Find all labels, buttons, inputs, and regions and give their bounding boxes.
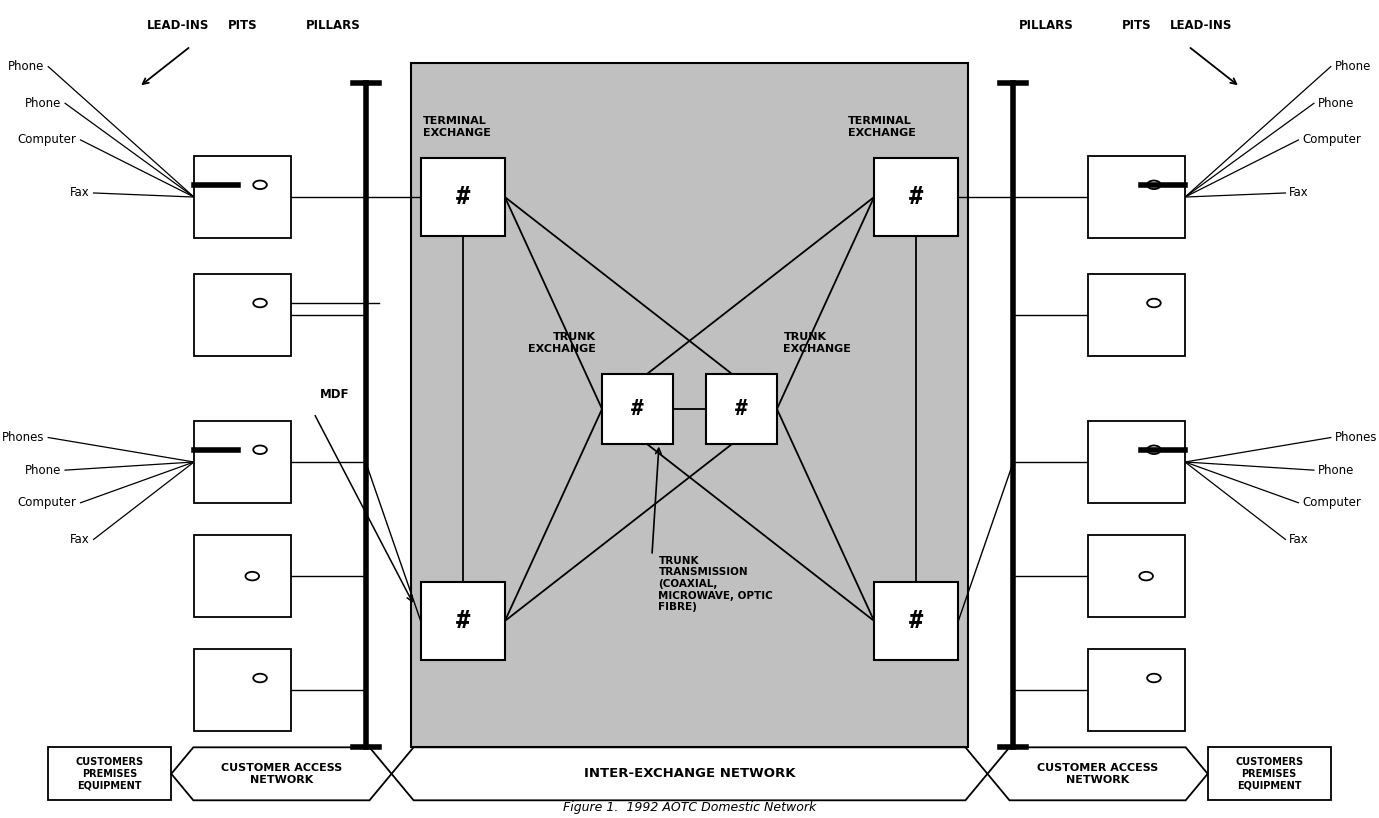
Bar bbox=[874, 159, 958, 236]
Bar bbox=[1088, 156, 1185, 238]
Text: TRUNK
EXCHANGE: TRUNK EXCHANGE bbox=[528, 332, 596, 354]
Text: LEAD-INS: LEAD-INS bbox=[1169, 19, 1233, 32]
Text: PITS: PITS bbox=[228, 19, 258, 32]
Text: Computer: Computer bbox=[18, 133, 77, 146]
Text: Fax: Fax bbox=[70, 187, 90, 200]
Polygon shape bbox=[987, 748, 1208, 800]
Bar bbox=[706, 375, 776, 443]
Text: Phone: Phone bbox=[25, 464, 61, 477]
Text: MDF: MDF bbox=[320, 388, 350, 401]
Text: Fax: Fax bbox=[1289, 187, 1309, 200]
Text: Phones: Phones bbox=[1335, 431, 1378, 444]
Text: Phone: Phone bbox=[1318, 97, 1354, 110]
Text: #: # bbox=[455, 609, 470, 633]
Bar bbox=[194, 156, 291, 238]
Text: INTER-EXCHANGE NETWORK: INTER-EXCHANGE NETWORK bbox=[583, 767, 796, 780]
Text: CUSTOMER ACCESS
NETWORK: CUSTOMER ACCESS NETWORK bbox=[1037, 763, 1158, 784]
Text: LEAD-INS: LEAD-INS bbox=[146, 19, 210, 32]
Bar bbox=[874, 582, 958, 659]
Bar bbox=[1208, 748, 1331, 800]
Text: #: # bbox=[909, 185, 924, 209]
Text: Phone: Phone bbox=[1335, 60, 1371, 73]
Bar bbox=[194, 275, 291, 356]
Text: Computer: Computer bbox=[18, 497, 77, 510]
Text: #: # bbox=[735, 399, 747, 419]
Text: #: # bbox=[455, 185, 470, 209]
Bar bbox=[1088, 649, 1185, 731]
Text: CUSTOMERS
PREMISES
EQUIPMENT: CUSTOMERS PREMISES EQUIPMENT bbox=[1236, 757, 1303, 790]
Text: Phone: Phone bbox=[25, 97, 61, 110]
Text: Phones: Phones bbox=[1, 431, 44, 444]
Text: TRUNK
TRANSMISSION
(COAXIAL,
MICROWAVE, OPTIC
FIBRE): TRUNK TRANSMISSION (COAXIAL, MICROWAVE, … bbox=[658, 555, 774, 612]
Bar bbox=[421, 159, 505, 236]
Text: PITS: PITS bbox=[1121, 19, 1151, 32]
Text: #: # bbox=[909, 609, 924, 633]
Text: Phone: Phone bbox=[1318, 464, 1354, 477]
Polygon shape bbox=[392, 748, 987, 800]
Text: TERMINAL
EXCHANGE: TERMINAL EXCHANGE bbox=[848, 116, 916, 138]
Bar bbox=[421, 582, 505, 659]
Bar bbox=[48, 748, 171, 800]
Text: CUSTOMERS
PREMISES
EQUIPMENT: CUSTOMERS PREMISES EQUIPMENT bbox=[76, 757, 143, 790]
Text: Figure 1.  1992 AOTC Domestic Network: Figure 1. 1992 AOTC Domestic Network bbox=[563, 801, 816, 814]
Bar bbox=[1088, 535, 1185, 617]
Bar bbox=[411, 62, 968, 748]
Text: Computer: Computer bbox=[1302, 497, 1361, 510]
Bar bbox=[194, 421, 291, 503]
Text: PILLARS: PILLARS bbox=[306, 19, 361, 32]
Text: Fax: Fax bbox=[1289, 533, 1309, 546]
Text: PILLARS: PILLARS bbox=[1018, 19, 1073, 32]
Text: TRUNK
EXCHANGE: TRUNK EXCHANGE bbox=[783, 332, 851, 354]
Text: Computer: Computer bbox=[1302, 133, 1361, 146]
Bar bbox=[194, 649, 291, 731]
Text: Phone: Phone bbox=[8, 60, 44, 73]
Bar bbox=[603, 375, 673, 443]
Text: CUSTOMER ACCESS
NETWORK: CUSTOMER ACCESS NETWORK bbox=[221, 763, 342, 784]
Bar bbox=[1088, 421, 1185, 503]
Text: #: # bbox=[632, 399, 644, 419]
Text: TERMINAL
EXCHANGE: TERMINAL EXCHANGE bbox=[423, 116, 491, 138]
Text: Fax: Fax bbox=[70, 533, 90, 546]
Bar bbox=[194, 535, 291, 617]
Bar bbox=[1088, 275, 1185, 356]
Polygon shape bbox=[171, 748, 392, 800]
